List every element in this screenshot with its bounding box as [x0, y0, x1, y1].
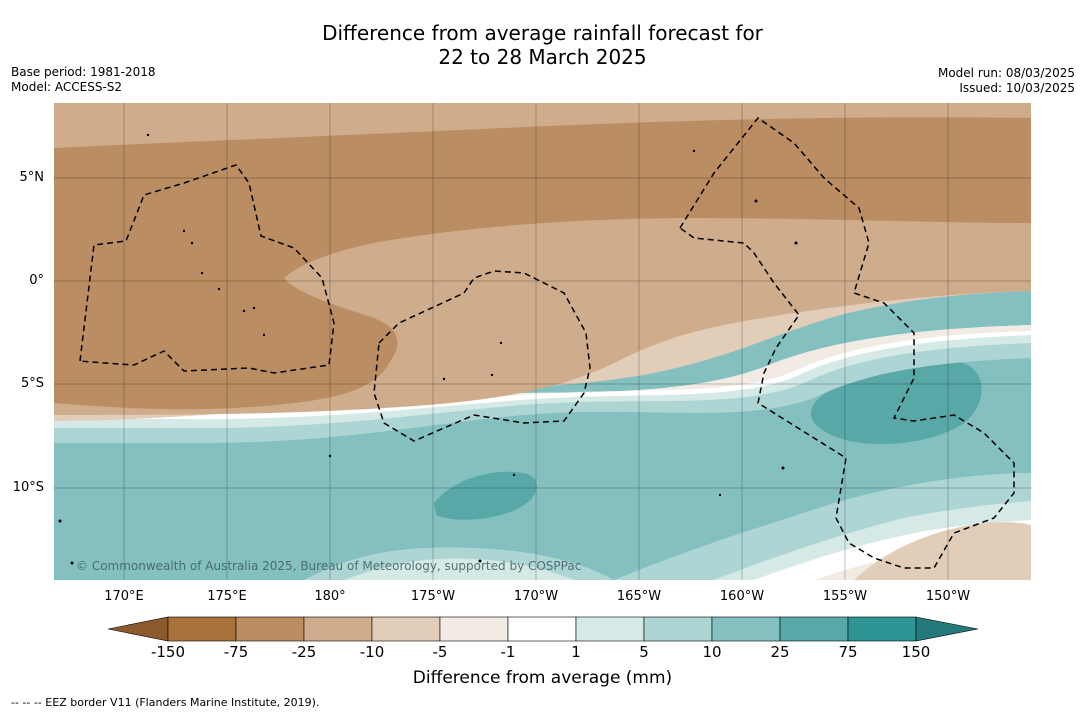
eez-borders — [79, 116, 1015, 569]
map-title: Difference from average rainfall forecas… — [0, 21, 1085, 69]
colorbar-tick-label: -5 — [432, 643, 448, 661]
map-svg — [54, 103, 1031, 580]
colorbar-tick-label: 150 — [901, 643, 931, 661]
colorbar-segment — [847, 616, 917, 642]
map-credit: © Commonwealth of Australia 2025, Bureau… — [76, 559, 582, 573]
eez-legend: -- -- -- EEZ border V11 (Flanders Marine… — [11, 696, 320, 709]
colorbar — [107, 616, 979, 642]
colorbar-tick-label: -1 — [500, 643, 516, 661]
colorbar-segment — [779, 616, 849, 642]
lon-label-175w: 175°W — [410, 589, 456, 604]
band-dry-10-25-north — [54, 103, 1031, 148]
colorbar-svg — [107, 616, 979, 642]
lon-label-180: 180° — [314, 589, 346, 604]
lat-label-5n: 5°N — [19, 170, 45, 185]
lon-label-155w: 155°W — [822, 589, 868, 604]
meta-right: Model run: 08/03/2025 Issued: 10/03/2025 — [938, 66, 1075, 96]
lon-label-150w: 150°W — [925, 589, 971, 604]
colorbar-segment — [439, 616, 509, 642]
colorbar-tick-label: 1 — [571, 643, 581, 661]
lat-label-10s: 10°S — [12, 480, 44, 495]
title-line-1: Difference from average rainfall forecas… — [322, 21, 763, 45]
colorbar-tick-label: 25 — [770, 643, 790, 661]
model-run: Model run: 08/03/2025 — [937, 66, 1075, 80]
eez-kiribati-phoenix — [373, 270, 591, 442]
colorbar-tick-label: 75 — [838, 643, 858, 661]
eez-kiribati-line — [678, 116, 1015, 569]
lon-label-175e: 175°E — [207, 589, 247, 604]
rainfall-map — [54, 103, 1031, 580]
colorbar-tick-label: 5 — [639, 643, 649, 661]
colorbar-segment — [575, 616, 645, 642]
issued-date: Issued: 10/03/2025 — [959, 81, 1075, 95]
colorbar-tick-label: -10 — [359, 643, 385, 661]
lon-label-170e: 170°E — [104, 589, 144, 604]
colorbar-tick-label: -150 — [150, 643, 186, 661]
colorbar-segment — [303, 616, 373, 642]
blob-wet-25-75-west — [434, 471, 537, 520]
lat-label-0: 0° — [29, 273, 44, 288]
lon-label-160w: 160°W — [719, 589, 765, 604]
band-dry-25-75 — [54, 103, 1031, 410]
colorbar-segment — [167, 616, 237, 642]
colorbar-segment — [711, 616, 781, 642]
colorbar-under-arrow — [107, 616, 169, 642]
title-line-2: 22 to 28 March 2025 — [438, 45, 647, 69]
graticule — [54, 103, 1031, 580]
islands — [58, 133, 798, 565]
colorbar-tick-label: 10 — [702, 643, 722, 661]
model-name: Model: ACCESS-S2 — [11, 80, 123, 94]
eez-kiribati-gilbert — [79, 164, 335, 374]
colorbar-segment — [643, 616, 713, 642]
colorbar-segment — [507, 616, 577, 642]
band-wet-1-5-sw — [344, 558, 574, 580]
colorbar-tick-label: -75 — [223, 643, 249, 661]
colorbar-tick-label: -25 — [291, 643, 317, 661]
lon-label-165w: 165°W — [616, 589, 662, 604]
lon-label-170w: 170°W — [513, 589, 559, 604]
colorbar-segment — [235, 616, 305, 642]
base-period: Base period: 1981-2018 — [11, 65, 156, 79]
colorbar-label: Difference from average (mm) — [412, 668, 673, 688]
colorbar-segment — [371, 616, 441, 642]
meta-left: Base period: 1981-2018 Model: ACCESS-S2 — [11, 65, 156, 95]
lat-label-5s: 5°S — [20, 376, 44, 391]
colorbar-over-arrow — [915, 616, 979, 642]
